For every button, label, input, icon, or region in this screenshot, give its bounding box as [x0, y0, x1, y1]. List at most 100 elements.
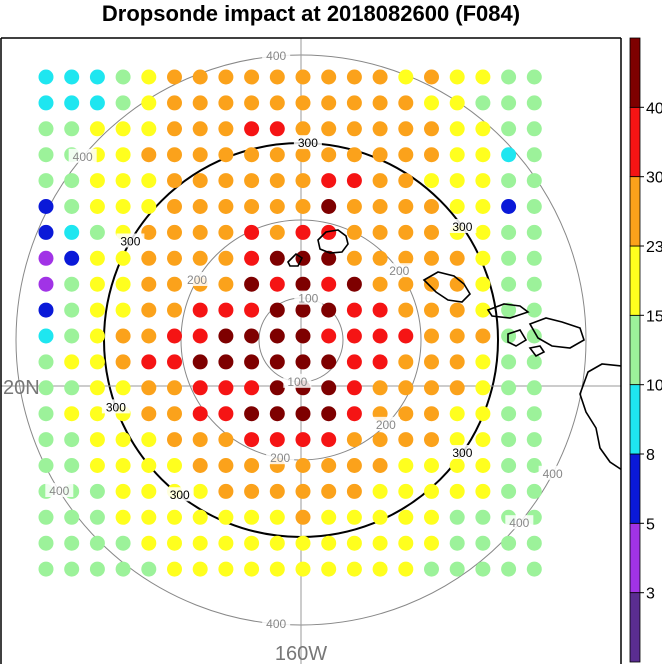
- ring-label-400: 400: [266, 617, 286, 631]
- impact-dot: [141, 458, 157, 473]
- colorbar-box: [629, 453, 641, 524]
- impact-dot: [115, 276, 131, 292]
- impact-dot: [424, 509, 439, 525]
- impact-dot: [167, 147, 182, 163]
- impact-dot: [115, 199, 131, 214]
- colorbar-label: 15: [646, 308, 662, 325]
- impact-dot: [346, 458, 362, 473]
- impact-dot: [424, 276, 439, 292]
- impact-dot: [192, 69, 208, 85]
- ring-label-bg: [294, 290, 323, 305]
- impact-dot: [115, 69, 131, 85]
- impact-dot: [244, 276, 260, 292]
- impact-dot: [269, 69, 285, 85]
- impact-dot: [269, 95, 285, 111]
- impact-dot: [38, 380, 54, 396]
- impact-dot: [192, 95, 208, 111]
- impact-dot: [64, 173, 80, 189]
- impact-dot: [475, 561, 491, 577]
- impact-dot: [269, 147, 285, 163]
- ring-label-400: 400: [266, 49, 286, 63]
- impact-dot: [244, 173, 260, 189]
- impact-dot: [141, 95, 157, 111]
- impact-dot: [218, 406, 234, 422]
- impact-dot: [295, 328, 311, 344]
- impact-dot: [346, 509, 362, 525]
- impact-dot: [295, 173, 311, 189]
- impact-dot: [244, 380, 260, 396]
- impact-dot: [218, 173, 234, 189]
- impact-dot: [321, 276, 337, 292]
- ring-label-bg: [68, 148, 97, 163]
- impact-dot: [244, 199, 260, 214]
- ring-label-bg: [262, 48, 291, 63]
- impact-dot: [501, 95, 517, 111]
- impact-dot: [321, 95, 337, 111]
- impact-dot: [346, 250, 362, 266]
- impact-dot: [526, 561, 542, 577]
- impact-dot: [218, 432, 234, 448]
- impact-dot: [346, 147, 362, 163]
- impact-dot: [269, 173, 285, 189]
- impact-dot: [449, 509, 465, 525]
- impact-dot: [141, 147, 157, 163]
- impact-dot: [424, 224, 439, 240]
- impact-dot: [372, 380, 388, 396]
- impact-dot: [167, 302, 182, 318]
- impact-dot: [295, 458, 311, 473]
- impact-dot: [38, 69, 54, 85]
- impact-dot: [449, 95, 465, 111]
- impact-dot: [424, 121, 439, 137]
- impact-dot: [321, 561, 337, 577]
- ring-label-bg: [101, 399, 130, 414]
- ring-label-200: 200: [270, 451, 290, 465]
- impact-dot: [141, 406, 157, 422]
- impact-dot: [346, 483, 362, 499]
- impact-dot: [64, 276, 80, 292]
- impact-dot: [38, 561, 54, 577]
- impact-dot: [115, 121, 131, 137]
- impact-dot: [398, 199, 414, 214]
- impact-dot: [321, 380, 337, 396]
- impact-dot: [64, 509, 80, 525]
- impact-dot: [38, 224, 54, 240]
- impact-dot: [424, 147, 439, 163]
- impact-dot: [295, 199, 311, 214]
- impact-dot: [372, 250, 388, 266]
- impact-dot: [475, 432, 491, 448]
- ring-label-300: 300: [106, 400, 126, 414]
- impact-dot: [526, 173, 542, 189]
- impact-dot: [398, 224, 414, 240]
- impact-dot: [64, 95, 80, 111]
- impact-dot: [321, 509, 337, 525]
- impact-dot: [475, 354, 491, 370]
- impact-dot: [218, 121, 234, 137]
- impact-dot: [526, 328, 542, 344]
- impact-dot: [501, 224, 517, 240]
- impact-dot: [372, 302, 388, 318]
- impact-dot: [475, 121, 491, 137]
- impact-dot: [321, 69, 337, 85]
- colorbar-label: 5: [646, 516, 655, 533]
- impact-dot: [167, 561, 182, 577]
- ring-label-300: 300: [120, 235, 140, 249]
- impact-dot: [475, 328, 491, 344]
- impact-dot: [64, 302, 80, 318]
- impact-dot: [295, 121, 311, 137]
- impact-dot: [501, 69, 517, 85]
- impact-dot: [218, 276, 234, 292]
- impact-dot: [398, 509, 414, 525]
- impact-dot: [321, 302, 337, 318]
- impact-dot: [244, 354, 260, 370]
- impact-dot: [167, 121, 182, 137]
- impact-dot: [38, 432, 54, 448]
- colorbar-box: [629, 314, 641, 385]
- island-lanai: [507, 329, 528, 347]
- impact-dot: [269, 302, 285, 318]
- impact-dot: [295, 147, 311, 163]
- impact-dot: [526, 199, 542, 214]
- impact-dot: [192, 250, 208, 266]
- impact-dot: [218, 69, 234, 85]
- impact-dot: [141, 121, 157, 137]
- impact-dot: [398, 69, 414, 85]
